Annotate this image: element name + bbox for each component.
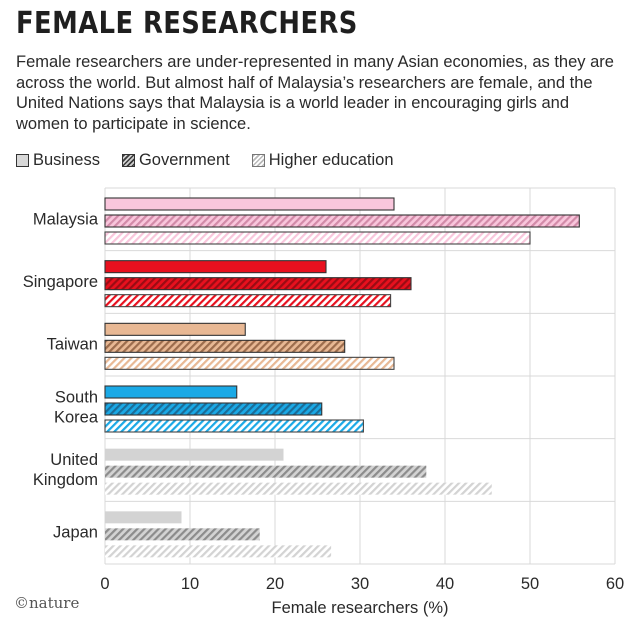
bar-business-4 — [105, 448, 284, 461]
bar-higher-education-5 — [105, 545, 332, 558]
category-label: Taiwan — [47, 336, 98, 354]
chart-title: FEMALE RESEARCHERS — [16, 6, 358, 41]
bar-higher-education-2 — [104, 356, 395, 370]
category-label: Japan — [53, 524, 98, 542]
category-label: Malaysia — [33, 210, 99, 228]
bar-business-1 — [104, 260, 327, 274]
legend-item-business: Business — [16, 151, 100, 170]
x-tick-label: 40 — [436, 575, 454, 593]
legend-label-higher-education: Higher education — [268, 150, 394, 169]
legend-label-government: Government — [138, 150, 230, 169]
bar-higher-education-4 — [105, 482, 492, 495]
bar-government-2 — [104, 339, 346, 353]
x-tick-label: 0 — [100, 575, 109, 593]
nature-credit: ©nature — [14, 594, 80, 612]
bar-government-3 — [104, 402, 323, 416]
x-axis-label: Female researchers (%) — [272, 599, 449, 617]
bar-higher-education-3 — [104, 419, 364, 433]
bar-government-4 — [105, 465, 427, 478]
legend-swatch-government — [121, 153, 135, 167]
bar-higher-education-1 — [104, 294, 392, 308]
chart-subtitle: Female researchers are under-represented… — [16, 53, 614, 133]
category-label: Kingdom — [33, 471, 98, 489]
legend-swatch-higher-education — [251, 153, 265, 167]
legend: Business Government Higher education — [16, 150, 416, 170]
x-tick-label: 50 — [521, 575, 539, 593]
x-tick-label: 20 — [266, 575, 284, 593]
category-label: Singapore — [23, 273, 98, 291]
bar-government-0 — [104, 214, 580, 228]
legend-swatch-business — [16, 153, 29, 167]
legend-item-higher-education: Higher education — [251, 150, 394, 170]
bar-business-2 — [104, 322, 246, 336]
category-label: South — [55, 388, 98, 406]
bar-higher-education-0 — [104, 231, 531, 245]
category-label: United — [50, 451, 98, 469]
bar-government-5 — [105, 528, 260, 541]
legend-item-government: Government — [121, 150, 230, 170]
x-tick-label: 60 — [606, 575, 624, 593]
legend-label-business: Business — [33, 150, 100, 169]
x-tick-label: 30 — [351, 575, 369, 593]
bar-business-0 — [104, 197, 395, 211]
bar-business-3 — [104, 385, 238, 399]
x-tick-label: 10 — [181, 575, 199, 593]
category-label: Korea — [54, 408, 99, 426]
bar-government-1 — [104, 277, 412, 291]
bar-business-5 — [105, 511, 182, 524]
